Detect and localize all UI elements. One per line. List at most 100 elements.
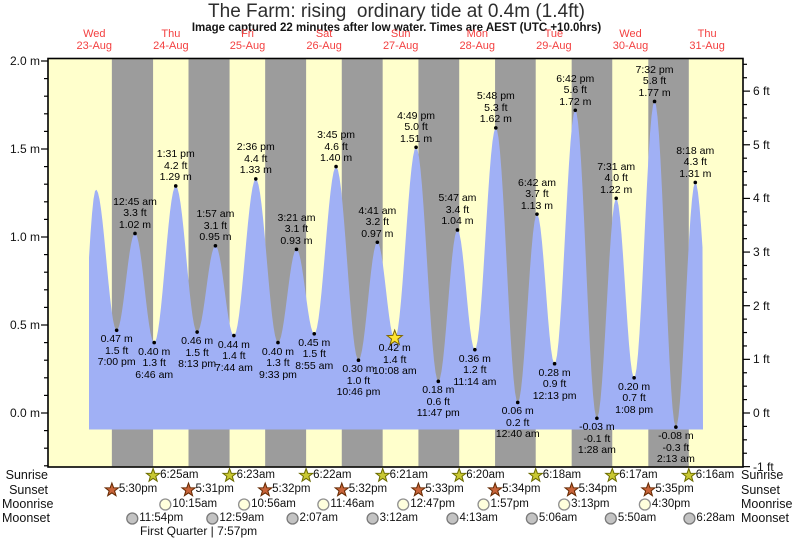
- low-tide-annotation: 0.44 m 1.4 ft 7:44 am: [214, 339, 253, 375]
- tide-annotation-line: 10:46 pm: [336, 386, 381, 399]
- tide-annotation-line: 0.46 m: [181, 335, 214, 348]
- tide-annotation-line: 12:13 pm: [532, 389, 577, 402]
- tide-annotation-line: 4:41 am: [358, 204, 397, 217]
- day-label-line: 26-Aug: [306, 39, 342, 52]
- tide-annotation-line: 1.5 ft: [104, 344, 129, 357]
- day-label-line: 28-Aug: [459, 39, 496, 52]
- tide-annotation-line: 1.31 m: [679, 167, 712, 180]
- tide-annotation-line: 0.30 m: [342, 363, 375, 376]
- tide-annotation-line: 1.0 ft: [346, 374, 371, 387]
- tide-annotation-line: 5.3 ft: [484, 101, 508, 114]
- right-axis-tick-label: 3 ft: [753, 245, 770, 260]
- tide-annotation-line: 7:44 am: [214, 361, 253, 374]
- low-tide-annotation: 0.40 m 1.3 ft 9:33 pm: [259, 346, 297, 382]
- tide-annotation-line: 3.2 ft: [365, 216, 390, 229]
- tide-extreme-dot: [436, 379, 441, 384]
- day-label: Mon 28-Aug: [437, 28, 517, 52]
- tide-annotation-line: 1.29 m: [159, 171, 192, 184]
- low-tide-annotation: 0.42 m 1.4 ft 10:08 am: [373, 343, 417, 378]
- tide-annotation-line: 0.93 m: [280, 234, 313, 247]
- tide-annotation-line: 6:42 am: [518, 176, 556, 189]
- day-label-line: Fri: [241, 28, 254, 40]
- sunrise-star-icon: [680, 467, 697, 483]
- tide-annotation-line: 0.97 m: [361, 227, 394, 240]
- tide-annotation-line: 4.2 ft: [164, 159, 188, 172]
- moonset-time: 4:13am: [459, 511, 498, 524]
- day-label: Thu 24-Aug: [131, 28, 211, 52]
- right-axis-tick-label: 4 ft: [753, 191, 770, 206]
- day-label-line: Mon: [466, 28, 488, 40]
- moonrise-circle-icon: [558, 498, 571, 511]
- high-tide-annotation: 3:21 am 3.1 ft 0.93 m: [278, 212, 316, 248]
- tide-annotation-line: 1:28 am: [577, 444, 616, 457]
- low-tide-annotation: 0.40 m 1.3 ft 6:46 am: [135, 345, 173, 382]
- day-label: Sat 26-Aug: [284, 28, 364, 52]
- moonset-circle-icon: [366, 512, 379, 525]
- almanac-row-label-sunrise-right: Sunrise: [741, 468, 784, 482]
- tide-annotation-line: 11:14 am: [453, 375, 497, 388]
- day-label: Thu 31-Aug: [667, 28, 747, 52]
- almanac-row-label-sunrise: Sunrise: [5, 468, 48, 482]
- right-axis-tick-label: 5 ft: [753, 137, 770, 152]
- high-tide-annotation: 2:36 pm 4.4 ft 1.33 m: [237, 142, 275, 177]
- moonrise-time: 10:56am: [251, 497, 296, 510]
- tide-extreme-dot: [114, 328, 119, 333]
- tide-extreme-dot: [213, 244, 218, 248]
- high-tide-annotation: 4:41 am 3.2 ft 0.97 m: [358, 204, 397, 241]
- sunrise-time: 6:16am: [695, 468, 735, 481]
- almanac-row-label-sunset-right: Sunset: [741, 482, 780, 497]
- tide-annotation-line: 2:36 pm: [236, 141, 275, 154]
- almanac-row-label-moonset-right: Moonset: [741, 511, 789, 525]
- day-label-line: 25-Aug: [229, 39, 266, 52]
- moonset-time: 11:54pm: [139, 511, 184, 524]
- moonrise-circle-icon: [237, 498, 251, 511]
- sunrise-time: 6:20am: [466, 468, 505, 481]
- tide-curve: [89, 101, 703, 430]
- sunset-star-icon: [563, 481, 580, 497]
- tide-extreme-dot: [152, 340, 156, 345]
- tide-annotation-line: 3:45 pm: [317, 129, 356, 142]
- sunrise-time: 6:22am: [313, 468, 352, 481]
- tide-extreme-dot: [614, 196, 618, 201]
- tide-annotation-line: 1.77 m: [638, 86, 671, 99]
- tide-extreme-dot: [253, 177, 258, 181]
- tide-extreme-dot: [535, 212, 539, 216]
- sunset-star-icon: [640, 481, 657, 497]
- sunset-time: 5:32pm: [272, 483, 311, 495]
- tide-annotation-line: 4.0 ft: [604, 172, 628, 185]
- moonset-time: 3:12am: [379, 511, 418, 524]
- right-axis-tick-label: 0 ft: [753, 406, 770, 420]
- sunset-star-icon: [487, 481, 504, 497]
- tide-extreme-dot: [133, 231, 137, 236]
- tide-extreme-dot: [674, 425, 678, 429]
- tide-extreme-dot: [595, 416, 599, 421]
- chart-subtitle: Image captured 22 minutes after low wate…: [191, 22, 602, 34]
- tide-extreme-dot: [494, 126, 498, 130]
- sunset-star-icon: [333, 481, 350, 497]
- tide-annotation-line: 7:32 pm: [635, 63, 674, 76]
- day-label-line: 30-Aug: [612, 39, 649, 52]
- tide-annotation-line: 7:31 am: [597, 160, 636, 173]
- tide-annotation-line: 3.7 ft: [525, 188, 549, 201]
- moonset-circle-icon: [683, 512, 696, 525]
- tide-annotation-line: 0.40 m: [138, 345, 171, 358]
- moonrise-time: 1:57pm: [490, 497, 529, 510]
- high-tide-annotation: 12:45 am 3.3 ft 1.02 m: [113, 196, 157, 232]
- tide-annotation-line: 1.02 m: [118, 218, 152, 231]
- high-tide-annotation: 8:18 am 4.3 ft 1.31 m: [676, 145, 714, 181]
- moonset-circle-icon: [604, 512, 617, 525]
- tide-extreme-dot: [573, 108, 578, 113]
- tide-extreme-dot: [552, 361, 557, 366]
- day-label-line: Wed: [83, 28, 106, 40]
- low-tide-annotation: 0.30 m 1.0 ft 10:46 pm: [337, 364, 381, 399]
- moonrise-circle-icon: [159, 498, 172, 511]
- low-tide-annotation: 0.18 m 0.6 ft 11:47 pm: [417, 385, 460, 420]
- tide-annotation-line: 0.18 m: [422, 384, 455, 397]
- tide-annotation-line: 1.72 m: [559, 95, 592, 108]
- tide-annotation-line: 4:49 pm: [397, 109, 436, 122]
- sunset-time: 5:34pm: [578, 483, 618, 495]
- tide-annotation-line: 1.04 m: [441, 215, 474, 228]
- tide-annotation-line: 11:47 pm: [416, 407, 460, 420]
